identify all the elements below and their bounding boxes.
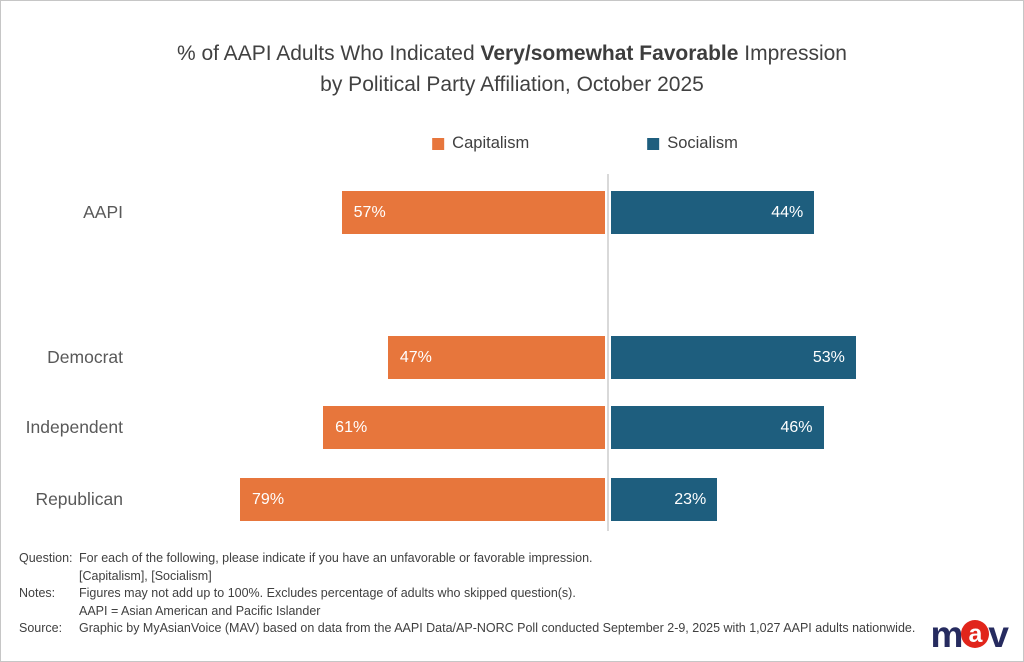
footnote-row: Notes: Figures may not add up to 100%. Ex… xyxy=(19,585,939,603)
title-text-bold: Very/somewhat Favorable xyxy=(480,42,739,65)
footnote-row: Source: Graphic by MyAsianVoice (MAV) bas… xyxy=(19,620,939,638)
bar-value-label: 79% xyxy=(252,491,285,508)
bar-capitalism-aapi: 57% xyxy=(341,191,605,234)
footnote-label xyxy=(19,603,79,621)
category-label-republican: Republican xyxy=(35,489,123,509)
center-axis-line xyxy=(607,174,609,531)
category-label-aapi: AAPI xyxy=(83,202,123,222)
chart-title-line1: % of AAPI Adults Who Indicated Very/some… xyxy=(1,38,1023,69)
legend-item-socialism: Socialism xyxy=(647,134,738,153)
footnote-label: Source: xyxy=(19,621,63,636)
logo-letter-v: v xyxy=(988,613,1009,655)
footnotes: Question: For each of the following, plea… xyxy=(19,550,939,638)
bar-capitalism-independent: 61% xyxy=(323,406,605,449)
bar-value-label: 23% xyxy=(674,491,707,508)
footnote-text: Figures may not add up to 100%. Excludes… xyxy=(79,586,576,601)
bar-value-label: 61% xyxy=(335,419,368,436)
footnote-text: Graphic by MyAsianVoice (MAV) based on d… xyxy=(79,621,916,636)
footnote-row: Question: For each of the following, plea… xyxy=(19,550,939,568)
category-label-independent: Independent xyxy=(25,417,123,437)
footnote-text: [Capitalism], [Socialism] xyxy=(79,568,212,583)
footnote-label: Notes: xyxy=(19,586,56,601)
logo-letter-m: m xyxy=(930,613,964,655)
title-text-suffix: Impression xyxy=(738,42,847,65)
mav-logo: m a v xyxy=(930,612,1009,656)
bar-value-label: 44% xyxy=(771,204,804,221)
bar-value-label: 53% xyxy=(812,349,845,366)
bar-socialism-independent: 46% xyxy=(611,406,824,449)
bar-socialism-republican: 23% xyxy=(611,478,718,521)
legend-swatch-icon xyxy=(432,137,445,150)
footnote-text: AAPI = Asian American and Pacific Island… xyxy=(79,603,321,618)
diverging-bar-chart: AAPI 57% 44% Democrat 47% 53% Independent 61% 46… xyxy=(1,171,1023,543)
bar-capitalism-democrat: 47% xyxy=(387,336,605,379)
chart-title-line2: by Political Party Affiliation, October … xyxy=(320,73,704,96)
legend-swatch-icon xyxy=(647,137,660,150)
bar-value-label: 57% xyxy=(353,204,386,221)
bar-value-label: 46% xyxy=(780,419,813,436)
category-label-democrat: Democrat xyxy=(47,347,123,367)
legend: Capitalism Socialism xyxy=(432,134,738,153)
bar-socialism-aapi: 44% xyxy=(611,191,815,234)
legend-item-capitalism: Capitalism xyxy=(432,134,529,153)
footnote-row: AAPI = Asian American and Pacific Island… xyxy=(19,603,939,621)
bar-value-label: 47% xyxy=(399,349,432,366)
footnote-row: [Capitalism], [Socialism] xyxy=(19,568,939,586)
legend-label: Capitalism xyxy=(452,134,530,152)
bar-capitalism-republican: 79% xyxy=(240,478,605,521)
title-text-prefix: % of AAPI Adults Who Indicated xyxy=(176,42,481,65)
logo-red-circle-icon: a xyxy=(961,619,990,648)
bar-socialism-democrat: 53% xyxy=(611,336,856,379)
footnote-text: For each of the following, please indica… xyxy=(79,551,593,565)
footnote-label xyxy=(19,568,79,586)
footnote-label: Question: xyxy=(19,551,73,565)
logo-letter-a: a xyxy=(968,619,983,648)
legend-label: Socialism xyxy=(667,134,738,152)
chart-title: % of AAPI Adults Who Indicated Very/some… xyxy=(1,38,1023,100)
